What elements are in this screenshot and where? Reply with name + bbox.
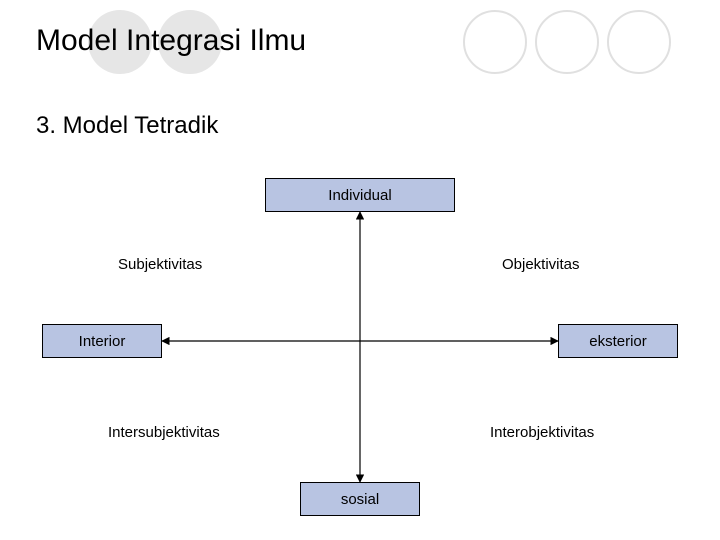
label-subjektivitas: Subjektivitas [118, 256, 202, 273]
deco-circle-3 [535, 10, 599, 74]
node-eksterior-label: eksterior [589, 333, 647, 350]
node-interior-label: Interior [79, 333, 126, 350]
node-sosial-label: sosial [341, 491, 379, 508]
node-sosial: sosial [300, 482, 420, 516]
label-intersubjektivitas: Intersubjektivitas [108, 424, 220, 441]
diagram-axes [0, 0, 720, 540]
page-subtitle: 3. Model Tetradik [36, 112, 218, 140]
node-individual: Individual [265, 178, 455, 212]
label-interobjektivitas: Interobjektivitas [490, 424, 594, 441]
label-objektivitas: Objektivitas [502, 256, 580, 273]
node-eksterior: eksterior [558, 324, 678, 358]
node-individual-label: Individual [328, 187, 391, 204]
deco-circle-4 [607, 10, 671, 74]
node-interior: Interior [42, 324, 162, 358]
page-title: Model Integrasi Ilmu [36, 24, 306, 58]
deco-circle-2 [463, 10, 527, 74]
